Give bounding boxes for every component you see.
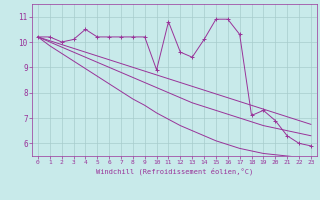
X-axis label: Windchill (Refroidissement éolien,°C): Windchill (Refroidissement éolien,°C): [96, 168, 253, 175]
